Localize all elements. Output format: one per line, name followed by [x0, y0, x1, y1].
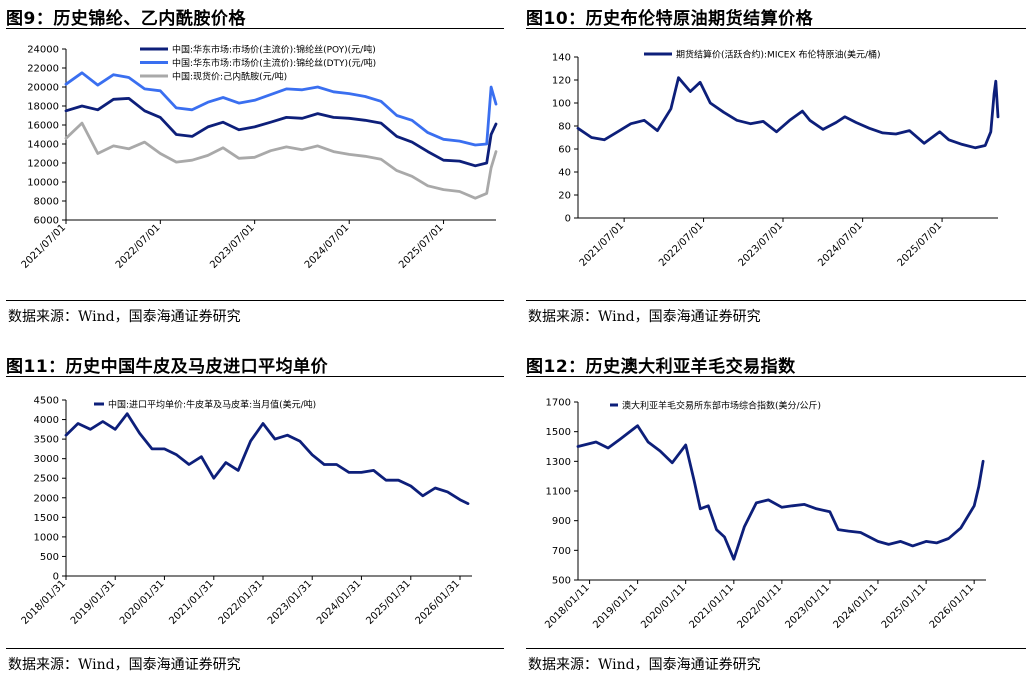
hide-import-price-chart: 0 500 1000 1500 2000 2500 3000 3500 4000 4500 2018…: [20, 396, 472, 627]
chart-panel-hide: 图11：历史中国牛皮及马皮进口平均单价 0 500 1000 1500 2000 2500…: [6, 352, 506, 678]
x-tick-label: 2024/07/01: [816, 220, 865, 269]
y-tick-label: 20000: [27, 83, 59, 94]
x-tick-label: 2021/01/11: [687, 582, 736, 631]
x-tick-label: 2022/07/01: [657, 220, 706, 269]
brent-price-chart: 0 20 40 60 80 100 120 140 2021/07/01 2022/07/01 20…: [552, 49, 1000, 269]
panel-title: 图12：历史澳大利亚羊毛交易指数: [526, 357, 796, 377]
x-tick-label: 2019/01/31: [69, 578, 118, 627]
y-tick-label: 0: [53, 572, 59, 583]
y-tick-label: 1500: [546, 427, 571, 438]
x-tick-label: 2018/01/31: [20, 578, 69, 627]
x-tick-label: 2018/01/11: [543, 582, 592, 631]
x-tick-label: 2025/07/01: [896, 220, 945, 269]
legend-label-2: 中国:现货价:己内酰胺(元/吨): [172, 71, 287, 83]
y-tick-label: 16000: [27, 121, 59, 132]
x-tick-label: 2022/01/11: [735, 582, 784, 631]
legend-label-0: 澳大利亚羊毛交易所东部市场综合指数(美分/公斤): [622, 400, 821, 412]
x-tick-label: 2022/01/31: [217, 578, 266, 627]
x-tick-label: 2023/07/01: [208, 222, 257, 271]
x-tick-label: 2020/01/31: [118, 578, 167, 627]
source-divider: [6, 648, 504, 649]
y-tick-label: 40: [558, 168, 571, 179]
series-line-1: [64, 71, 498, 147]
x-tick-label: 2026/01/31: [414, 578, 463, 627]
chart-panel-brent: 图10：历史布伦特原油期货结算价格 0 20 40 60 80 100 120 140 2021…: [526, 4, 1026, 330]
y-tick-label: 8000: [34, 197, 59, 208]
source-divider: [526, 300, 1026, 301]
legend-label-0: 期货结算价(活跃合约):MICEX 布伦特原油(美元/桶): [676, 49, 881, 61]
y-tick-label: 4500: [34, 396, 59, 407]
y-tick-label: 14000: [27, 140, 59, 151]
y-tick-label: 18000: [27, 102, 59, 113]
panel-title: 图11：历史中国牛皮及马皮进口平均单价: [6, 357, 329, 377]
x-tick-label: 2021/07/01: [578, 220, 627, 269]
y-tick-label: 60: [558, 145, 571, 156]
x-tick-label: 2021/07/01: [20, 222, 69, 271]
title-divider: [6, 376, 504, 377]
x-tick-label: 2024/07/01: [303, 222, 352, 271]
y-tick-label: 900: [552, 516, 571, 527]
y-tick-label: 100: [552, 99, 571, 110]
x-tick-label: 2023/01/11: [783, 582, 832, 631]
x-tick-label: 2024/01/11: [832, 582, 881, 631]
y-tick-label: 500: [40, 552, 59, 563]
y-tick-label: 12000: [27, 159, 59, 170]
title-divider: [526, 28, 1026, 29]
y-tick-label: 700: [552, 546, 571, 557]
y-tick-label: 4000: [34, 415, 59, 426]
x-tick-label: 2025/01/31: [364, 578, 413, 627]
x-tick-label: 2024/01/31: [315, 578, 364, 627]
x-tick-label: 2026/01/11: [928, 582, 977, 631]
x-tick-label: 2025/01/11: [880, 582, 929, 631]
legend-label-0: 中国:华东市场:市场价(主流价):锦纶丝(POY)(元/吨): [172, 44, 376, 56]
y-tick-label: 80: [558, 122, 571, 133]
source-text: 数据来源：Wind，国泰海通证券研究: [528, 309, 761, 325]
chart-panel-nylon: 图9：历史锦纶、乙内酰胺价格 6000 8000 10000 12000 14000 16…: [6, 4, 506, 330]
x-tick-label: 2025/07/01: [397, 222, 446, 271]
y-tick-label: 22000: [27, 64, 59, 75]
source-text: 数据来源：Wind，国泰海通证券研究: [528, 657, 761, 673]
x-tick-label: 2020/01/11: [639, 582, 688, 631]
y-tick-label: 20: [558, 191, 571, 202]
source-divider: [6, 300, 504, 301]
x-tick-label: 2019/01/11: [591, 582, 640, 631]
source-text: 数据来源：Wind，国泰海通证券研究: [8, 657, 241, 673]
panel-title: 图9：历史锦纶、乙内酰胺价格: [6, 9, 246, 29]
y-tick-label: 2000: [34, 493, 59, 504]
y-tick-label: 140: [552, 53, 571, 64]
legend-label-1: 中国:华东市场:市场价(主流价):锦纶丝(DTY)(元/吨): [172, 57, 376, 69]
y-tick-label: 10000: [27, 178, 59, 189]
x-tick-label: 2022/07/01: [114, 222, 163, 271]
title-divider: [526, 376, 1026, 377]
title-divider: [6, 28, 504, 29]
y-tick-label: 3000: [34, 454, 59, 465]
nylon-price-chart: 6000 8000 10000 12000 14000 16000 18000 20000 22…: [20, 44, 498, 271]
y-tick-label: 1500: [34, 513, 59, 524]
series-line-0: [64, 97, 498, 168]
series-line-0: [64, 412, 470, 505]
y-tick-label: 1100: [546, 487, 571, 498]
x-tick-label: 2023/01/31: [266, 578, 315, 627]
x-tick-label: 2023/07/01: [737, 220, 786, 269]
series-line-0: [576, 424, 985, 561]
legend-label-0: 中国:进口平均单价:牛皮革及马皮革:当月值(美元/吨): [108, 399, 316, 411]
panel-title: 图10：历史布伦特原油期货结算价格: [526, 9, 814, 29]
series-line-0: [576, 76, 1000, 150]
y-tick-label: 2500: [34, 474, 59, 485]
y-tick-label: 1300: [546, 457, 571, 468]
y-tick-label: 6000: [34, 216, 59, 227]
y-tick-label: 1000: [34, 532, 59, 543]
y-tick-label: 1700: [546, 398, 571, 409]
y-tick-label: 120: [552, 76, 571, 87]
source-divider: [526, 648, 1026, 649]
source-text: 数据来源：Wind，国泰海通证券研究: [8, 309, 241, 325]
y-tick-label: 24000: [27, 45, 59, 56]
chart-panel-wool: 图12：历史澳大利亚羊毛交易指数 500 700 900 1100 1300 1500 17…: [526, 352, 1026, 678]
y-tick-label: 0: [565, 214, 571, 225]
wool-index-chart: 500 700 900 1100 1300 1500 1700 2018/01/11 2019/…: [543, 398, 986, 631]
x-tick-label: 2021/01/31: [167, 578, 216, 627]
y-tick-label: 3500: [34, 435, 59, 446]
y-tick-label: 500: [552, 576, 571, 587]
series-line-2: [64, 121, 498, 200]
